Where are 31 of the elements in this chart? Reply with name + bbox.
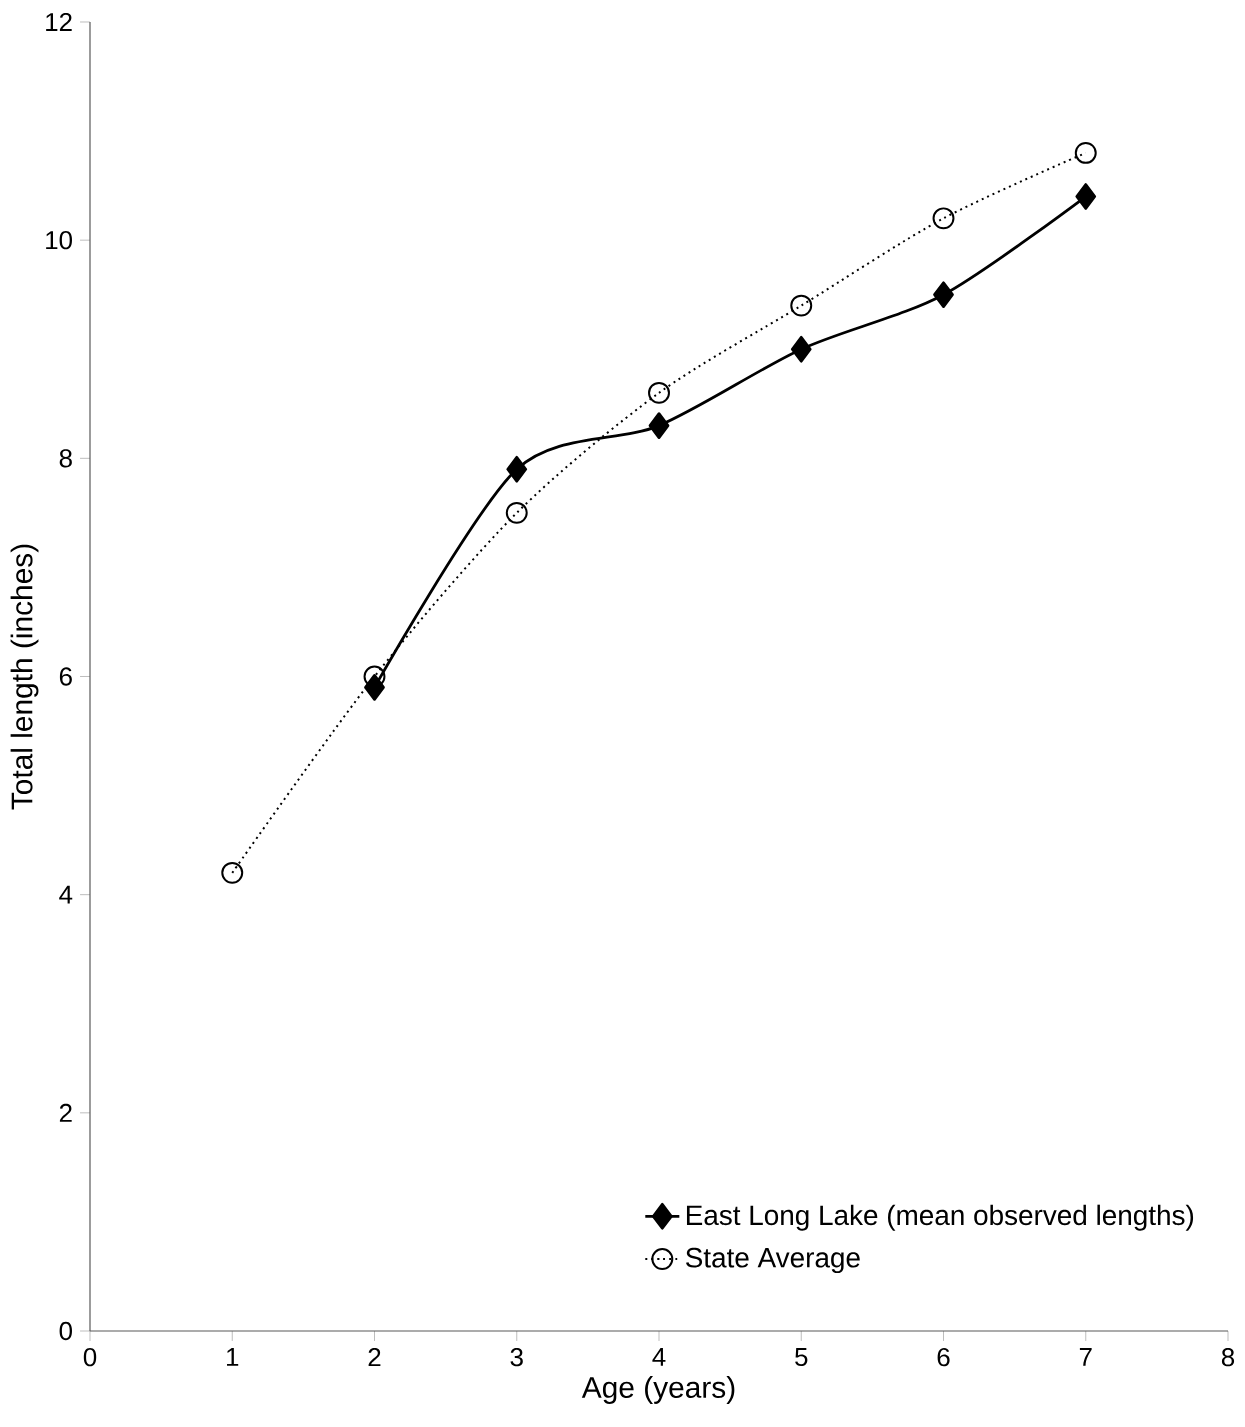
y-axis-title: Total length (inches) bbox=[10, 544, 39, 810]
x-tick-label: 7 bbox=[1079, 1348, 1092, 1366]
y-tick-label: 0 bbox=[59, 1321, 72, 1341]
y-tick-label: 10 bbox=[46, 230, 72, 250]
point bbox=[1075, 183, 1097, 210]
x-tick-label: 4 bbox=[652, 1348, 666, 1366]
point bbox=[648, 381, 670, 404]
point bbox=[648, 412, 670, 439]
x-axis-title: Age (years) bbox=[581, 1376, 735, 1404]
x-tick-label: 8 bbox=[1221, 1347, 1235, 1367]
y-tick-label: 4 bbox=[59, 885, 73, 904]
x-tick-label: 5 bbox=[795, 1348, 808, 1367]
point bbox=[933, 281, 954, 309]
point bbox=[932, 207, 955, 230]
point bbox=[506, 455, 528, 483]
point bbox=[505, 501, 528, 524]
y-tick-label: 12 bbox=[46, 12, 72, 32]
x-tick-label: 6 bbox=[937, 1347, 950, 1367]
x-tick-label: 1 bbox=[227, 1348, 239, 1366]
legend-label: East Long Lake (mean observed lengths) bbox=[686, 1204, 1194, 1231]
point bbox=[221, 861, 244, 884]
y-tick-label: 8 bbox=[59, 449, 72, 468]
x-tick-label: 2 bbox=[368, 1347, 381, 1367]
y-tick-label: 6 bbox=[59, 667, 72, 686]
point bbox=[1074, 141, 1097, 164]
y-tick-label: 2 bbox=[59, 1103, 72, 1122]
legend-label: State Average bbox=[685, 1247, 860, 1274]
point bbox=[790, 335, 812, 363]
x-tick-label: 3 bbox=[510, 1347, 523, 1367]
point bbox=[790, 294, 813, 317]
x-tick-label: 0 bbox=[83, 1347, 97, 1367]
